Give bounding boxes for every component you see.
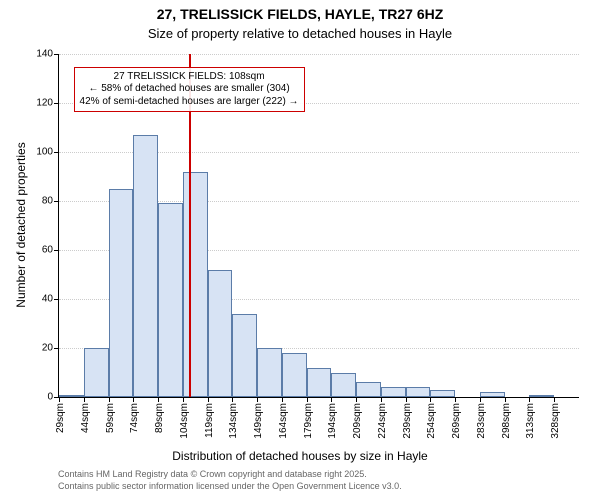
x-tick-label: 209sqm <box>352 403 363 439</box>
x-tick <box>381 397 382 402</box>
annotation-line: ← 58% of detached houses are smaller (30… <box>80 83 299 96</box>
x-tick <box>84 397 85 402</box>
x-tick <box>158 397 159 402</box>
x-tick <box>307 397 308 402</box>
x-tick <box>554 397 555 402</box>
x-tick-label: 298sqm <box>501 403 512 439</box>
x-tick-label: 194sqm <box>327 403 338 439</box>
y-tick-label: 40 <box>42 294 59 305</box>
histogram-bar <box>257 348 282 397</box>
x-tick-label: 283sqm <box>476 403 487 439</box>
x-tick-label: 149sqm <box>253 403 264 439</box>
x-tick <box>455 397 456 402</box>
y-tick-label: 60 <box>42 245 59 256</box>
x-tick-label: 313sqm <box>525 403 536 439</box>
y-tick-label: 140 <box>36 49 59 60</box>
histogram-bar <box>356 382 381 397</box>
x-tick <box>59 397 60 402</box>
x-tick-label: 254sqm <box>426 403 437 439</box>
histogram-bar <box>232 314 257 397</box>
histogram-bar <box>430 390 455 397</box>
x-tick <box>406 397 407 402</box>
footnote-line-2: Contains public sector information licen… <box>58 481 402 492</box>
x-tick <box>232 397 233 402</box>
x-tick <box>208 397 209 402</box>
property-size-histogram: 27, TRELISSICK FIELDS, HAYLE, TR27 6HZ S… <box>0 0 600 500</box>
x-tick-label: 269sqm <box>451 403 462 439</box>
x-tick <box>257 397 258 402</box>
annotation-line: 42% of semi-detached houses are larger (… <box>80 96 299 109</box>
footnote-line-1: Contains HM Land Registry data © Crown c… <box>58 469 367 480</box>
histogram-bar <box>307 368 332 397</box>
x-tick-label: 104sqm <box>179 403 190 439</box>
histogram-bar <box>381 387 406 397</box>
x-tick <box>183 397 184 402</box>
x-tick-label: 29sqm <box>55 403 66 433</box>
x-tick <box>133 397 134 402</box>
x-tick-label: 134sqm <box>228 403 239 439</box>
histogram-bar <box>59 395 84 397</box>
x-tick-label: 224sqm <box>377 403 388 439</box>
x-tick-label: 44sqm <box>80 403 91 433</box>
annotation-box: 27 TRELISSICK FIELDS: 108sqm← 58% of det… <box>74 67 305 113</box>
x-tick <box>282 397 283 402</box>
histogram-bar <box>84 348 109 397</box>
histogram-bar <box>208 270 233 397</box>
histogram-bar <box>109 189 134 397</box>
chart-title: 27, TRELISSICK FIELDS, HAYLE, TR27 6HZ <box>0 6 600 22</box>
plot-area: 02040608010012014029sqm44sqm59sqm74sqm89… <box>58 54 579 398</box>
x-tick <box>331 397 332 402</box>
histogram-bar <box>158 203 183 397</box>
histogram-bar <box>331 373 356 398</box>
histogram-bar <box>183 172 208 397</box>
y-tick-label: 120 <box>36 98 59 109</box>
x-axis-label: Distribution of detached houses by size … <box>0 449 600 463</box>
histogram-bar <box>529 395 554 397</box>
y-tick-label: 0 <box>47 392 59 403</box>
gridline <box>59 54 579 55</box>
y-tick-label: 80 <box>42 196 59 207</box>
x-tick-label: 179sqm <box>303 403 314 439</box>
histogram-bar <box>282 353 307 397</box>
x-tick-label: 74sqm <box>129 403 140 433</box>
y-axis-label: Number of detached properties <box>14 142 28 307</box>
x-tick-label: 89sqm <box>154 403 165 433</box>
x-tick-label: 119sqm <box>204 403 215 438</box>
histogram-bar <box>406 387 431 397</box>
x-tick-label: 239sqm <box>402 403 413 439</box>
y-tick-label: 100 <box>36 147 59 158</box>
x-tick <box>356 397 357 402</box>
histogram-bar <box>133 135 158 397</box>
x-tick-label: 328sqm <box>550 403 561 439</box>
y-tick-label: 20 <box>42 343 59 354</box>
x-tick <box>505 397 506 402</box>
annotation-line: 27 TRELISSICK FIELDS: 108sqm <box>80 71 299 84</box>
chart-subtitle: Size of property relative to detached ho… <box>0 26 600 41</box>
x-tick <box>430 397 431 402</box>
x-tick-label: 59sqm <box>105 403 116 433</box>
x-tick <box>480 397 481 402</box>
histogram-bar <box>480 392 505 397</box>
x-tick <box>529 397 530 402</box>
x-tick <box>109 397 110 402</box>
x-tick-label: 164sqm <box>278 403 289 439</box>
